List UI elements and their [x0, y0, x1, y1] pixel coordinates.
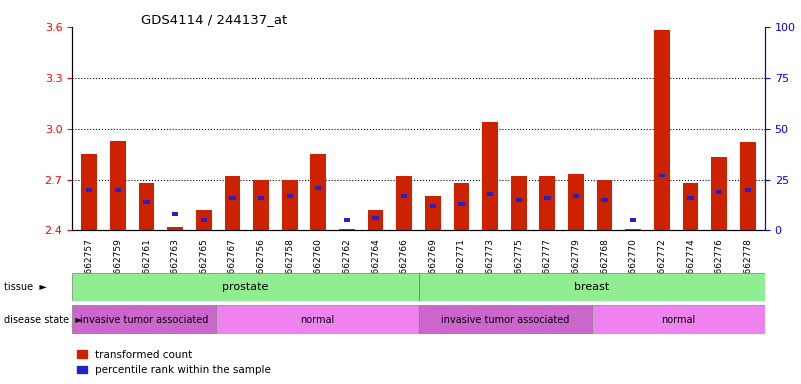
Text: tissue  ►: tissue ► [4, 282, 47, 292]
Bar [115, 188, 121, 192]
Bar [196, 210, 211, 230]
Bar [82, 154, 97, 230]
Bar [745, 188, 751, 192]
Text: invasive tumor associated: invasive tumor associated [80, 314, 208, 325]
Bar [626, 229, 641, 230]
Bar [687, 196, 694, 200]
Bar [711, 157, 727, 230]
Bar [339, 229, 355, 230]
Bar [287, 194, 293, 198]
Bar [72, 273, 418, 301]
Bar [139, 183, 155, 230]
Bar [458, 202, 465, 206]
Bar [654, 30, 670, 230]
Text: breast: breast [574, 282, 610, 292]
Bar [110, 141, 126, 230]
Bar [143, 200, 150, 204]
Bar [172, 212, 179, 216]
Legend: transformed count, percentile rank within the sample: transformed count, percentile rank withi… [78, 350, 271, 375]
Bar [540, 176, 555, 230]
Bar [487, 192, 493, 195]
Bar [516, 198, 522, 202]
Bar [544, 196, 550, 200]
Bar [344, 218, 350, 222]
Bar [425, 197, 441, 230]
Bar [167, 227, 183, 230]
Bar [315, 186, 321, 190]
Bar [482, 122, 498, 230]
Bar [568, 174, 584, 230]
Bar [429, 204, 436, 208]
Bar [396, 176, 412, 230]
Bar [716, 190, 723, 194]
Text: GDS4114 / 244137_at: GDS4114 / 244137_at [141, 13, 288, 26]
Bar [224, 176, 240, 230]
Bar [630, 218, 637, 222]
Text: disease state  ►: disease state ► [4, 314, 83, 325]
Bar [682, 183, 698, 230]
Bar [200, 218, 207, 222]
Bar [229, 196, 235, 200]
Bar [216, 305, 418, 334]
Bar [372, 216, 379, 220]
Bar [597, 179, 613, 230]
Bar [253, 179, 269, 230]
Bar [311, 154, 326, 230]
Bar [573, 194, 579, 198]
Text: prostate: prostate [222, 282, 268, 292]
Bar [740, 142, 755, 230]
Bar [658, 174, 665, 177]
Bar [401, 194, 408, 198]
Bar [282, 179, 297, 230]
Bar [511, 176, 526, 230]
Text: invasive tumor associated: invasive tumor associated [441, 314, 570, 325]
Bar [368, 210, 384, 230]
Text: normal: normal [300, 314, 335, 325]
Bar [87, 188, 92, 192]
Bar [258, 196, 264, 200]
Text: normal: normal [661, 314, 695, 325]
Bar [72, 305, 216, 334]
Bar [418, 273, 765, 301]
Bar [418, 305, 592, 334]
Bar [602, 198, 608, 202]
Bar [453, 183, 469, 230]
Bar [592, 305, 765, 334]
